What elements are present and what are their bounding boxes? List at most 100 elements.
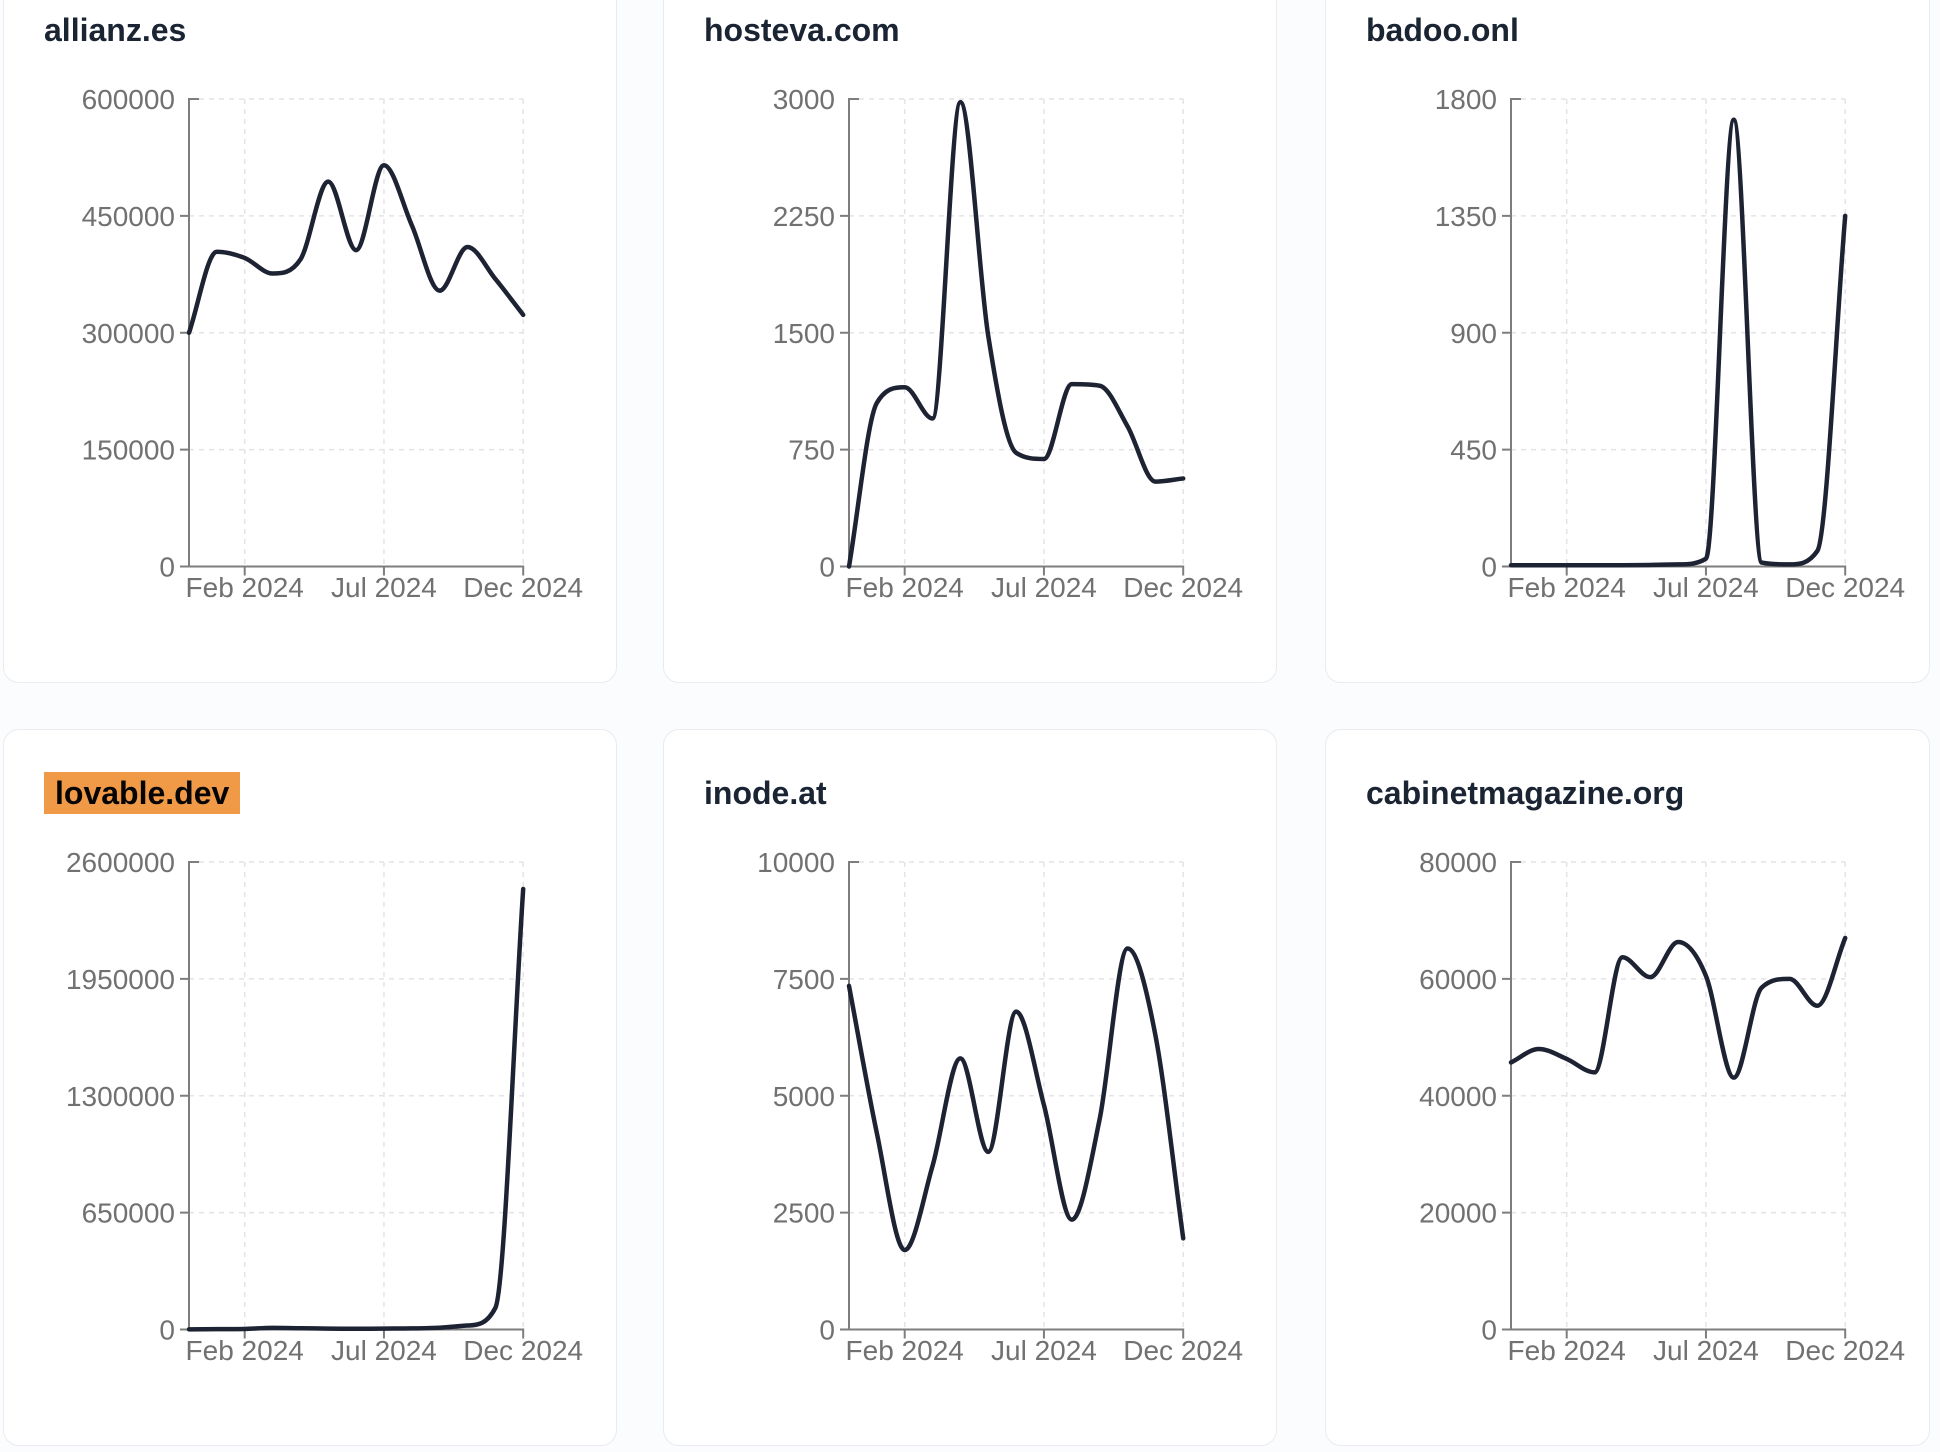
y-tick-label: 5000 [773,1081,835,1112]
line-series [186,162,526,335]
y-tick-label: 150000 [82,435,175,466]
y-tick-label: 600000 [82,84,175,115]
x-tick-label: Dec 2024 [1123,572,1243,603]
y-tick-label: 0 [159,552,175,583]
axis-ticks [840,214,1045,576]
chart-card[interactable]: allianz.es 0 150000 300000 450000 600000 Feb… [3,0,617,683]
axis-line [1510,98,1847,576]
x-tick-label: Dec 2024 [463,572,583,603]
y-axis-labels: 0 20000 40000 60000 80000 [1419,847,1497,1346]
x-tick-label: Dec 2024 [463,1335,583,1366]
chart-title-text: badoo.onl [1366,12,1519,48]
chart-card[interactable]: hosteva.com 0 750 1500 2250 3000 Feb 2024 Jul… [663,0,1277,683]
y-tick-label: 650000 [82,1198,175,1229]
y-tick-label: 0 [819,552,835,583]
x-tick-label: Dec 2024 [1123,1335,1243,1366]
x-axis-labels: Feb 2024 Jul 2024 Dec 2024 [186,572,584,603]
chart-title: lovable.dev [44,772,241,814]
y-tick-label: 900 [1450,318,1497,349]
chart-gridlines [849,98,1184,567]
y-tick-label: 1950000 [66,964,175,995]
x-tick-label: Feb 2024 [186,1335,304,1366]
chart-title-text: cabinetmagazine.org [1366,775,1685,811]
y-axis-labels: 0 450 900 1350 1800 [1435,84,1497,583]
x-tick-label: Dec 2024 [1785,572,1905,603]
y-tick-label: 1500 [773,318,835,349]
y-tick-label: 1300000 [66,1081,175,1112]
line-chart: 0 750 1500 2250 3000 Feb 2024 Jul 2024 Dec 202… [773,84,1244,603]
chart-gridlines [189,861,524,1330]
chart-title: inode.at [704,774,827,812]
y-tick-label: 0 [1481,1315,1497,1346]
chart-gridlines [849,861,1184,1330]
chart-gridlines [1511,98,1846,567]
y-tick-label: 10000 [757,847,835,878]
y-tick-label: 0 [819,1315,835,1346]
y-tick-label: 60000 [1419,964,1497,995]
x-tick-label: Jul 2024 [1653,1335,1759,1366]
line-chart: 0 2500 5000 7500 10000 Feb 2024 Jul 2024 Dec 2… [757,847,1244,1366]
x-tick-label: Feb 2024 [1508,572,1626,603]
y-tick-label: 0 [1481,552,1497,583]
y-tick-label: 40000 [1419,1081,1497,1112]
x-tick-label: Feb 2024 [846,572,964,603]
line-series [846,946,1186,1253]
x-tick-label: Dec 2024 [1785,1335,1905,1366]
chart-card[interactable]: inode.at 0 2500 5000 7500 10000 Feb 2024 Jul … [663,729,1277,1446]
y-tick-label: 7500 [773,964,835,995]
chart-title: hosteva.com [704,11,900,49]
line-chart: 0 650000 1300000 1950000 2600000 Feb 2024 Jul… [66,847,584,1366]
y-axis-labels: 0 650000 1300000 1950000 2600000 [66,847,175,1346]
x-tick-label: Jul 2024 [331,572,437,603]
x-axis-labels: Feb 2024 Jul 2024 Dec 2024 [1508,1335,1906,1366]
chart-title: allianz.es [44,11,186,49]
x-axis-labels: Feb 2024 Jul 2024 Dec 2024 [846,572,1244,603]
x-axis-labels: Feb 2024 Jul 2024 Dec 2024 [846,1335,1244,1366]
axis-ticks [180,977,385,1339]
line-series [1508,117,1848,568]
y-tick-label: 80000 [1419,847,1497,878]
x-axis-labels: Feb 2024 Jul 2024 Dec 2024 [186,1335,584,1366]
axis-line [188,861,525,1339]
chart-title-text: lovable.dev [44,772,241,814]
line-chart: 0 20000 40000 60000 80000 Feb 2024 Jul 2024 De… [1419,847,1906,1366]
chart-card[interactable]: lovable.dev 0 650000 1300000 1950000 2600000… [3,729,617,1446]
y-axis-labels: 0 2500 5000 7500 10000 [757,847,835,1346]
axis-line [848,861,1185,1339]
y-tick-label: 2250 [773,201,835,232]
x-tick-label: Jul 2024 [331,1335,437,1366]
x-tick-label: Feb 2024 [846,1335,964,1366]
axis-ticks [180,214,385,576]
line-series [846,99,1186,569]
y-tick-label: 0 [159,1315,175,1346]
y-tick-label: 1350 [1435,201,1497,232]
line-series [1508,935,1848,1080]
y-tick-label: 450 [1450,435,1497,466]
x-tick-label: Feb 2024 [1508,1335,1626,1366]
y-tick-label: 3000 [773,84,835,115]
chart-title-text: allianz.es [44,12,187,48]
y-tick-label: 20000 [1419,1198,1497,1229]
y-tick-label: 1800 [1435,84,1497,115]
line-chart: 0 150000 300000 450000 600000 Feb 2024 Jul 20… [82,84,584,603]
axis-line [188,98,525,576]
chart-title: badoo.onl [1366,11,1519,49]
y-axis-labels: 0 750 1500 2250 3000 [773,84,835,583]
axis-line [848,98,1185,576]
x-tick-label: Jul 2024 [991,1335,1097,1366]
y-tick-label: 750 [788,435,835,466]
chart-gridlines [189,98,524,567]
x-tick-label: Feb 2024 [186,572,304,603]
chart-title-text: hosteva.com [704,12,900,48]
x-tick-label: Jul 2024 [991,572,1097,603]
y-tick-label: 450000 [82,201,175,232]
chart-card[interactable]: badoo.onl 0 450 900 1350 1800 Feb 2024 Jul 20… [1325,0,1930,683]
line-chart: 0 450 900 1350 1800 Feb 2024 Jul 2024 Dec 2024 [1435,84,1905,603]
x-tick-label: Jul 2024 [1653,572,1759,603]
chart-card[interactable]: cabinetmagazine.org 0 20000 40000 60000 8000… [1325,729,1930,1446]
axis-line [1510,861,1847,1339]
axis-ticks [840,977,1045,1339]
line-series [186,886,526,1332]
chart-title: cabinetmagazine.org [1366,774,1684,812]
